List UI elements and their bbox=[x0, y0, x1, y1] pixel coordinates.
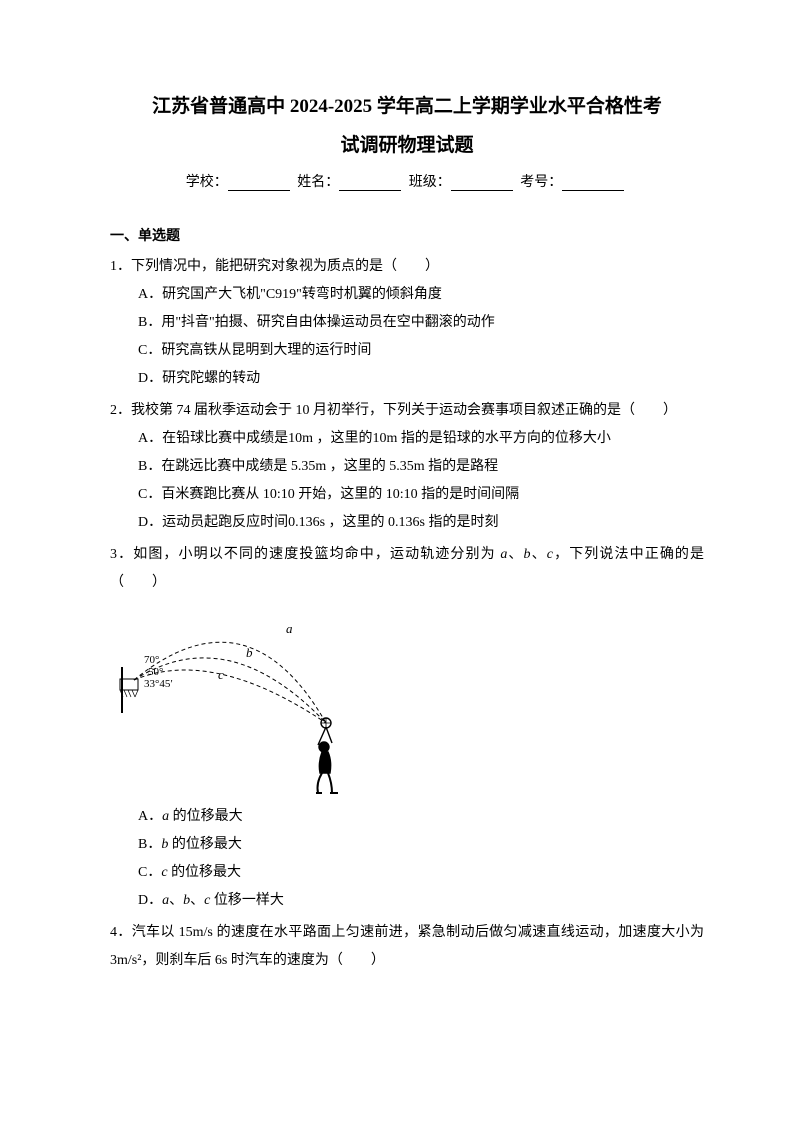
question-1: 1．下列情况中，能把研究对象视为质点的是（ ） A．研究国产大飞机"C919"转… bbox=[110, 253, 704, 393]
name-blank[interactable] bbox=[339, 176, 401, 191]
student-info-line: 学校： 姓名： 班级： 考号： bbox=[110, 171, 704, 191]
player-figure bbox=[316, 718, 338, 793]
q3-stem: 3．如图，小明以不同的速度投篮均命中，运动轨迹分别为 a、b、c，下列说法中正确… bbox=[110, 541, 704, 597]
q1-stem: 1．下列情况中，能把研究对象视为质点的是（ ） bbox=[110, 253, 704, 281]
q3-figure: a b c 70° 50° 33°45′ bbox=[118, 605, 704, 795]
examno-blank[interactable] bbox=[562, 176, 624, 191]
q1-option-d: D．研究陀螺的转动 bbox=[138, 365, 704, 393]
q4-stem: 4．汽车以 15m/s 的速度在水平路面上匀速前进，紧急制动后做匀减速直线运动，… bbox=[110, 919, 704, 975]
name-label: 姓名： bbox=[297, 175, 339, 190]
arc-label-a: a bbox=[286, 621, 293, 636]
title-line-2: 试调研物理试题 bbox=[110, 130, 704, 157]
class-label: 班级： bbox=[409, 175, 451, 190]
angle-33: 33°45′ bbox=[144, 678, 173, 690]
q2-option-a: A．在铅球比赛中成绩是10m ，这里的10m 指的是铅球的水平方向的位移大小 bbox=[138, 425, 704, 453]
section-1-title: 一、单选题 bbox=[110, 225, 704, 245]
school-label: 学校： bbox=[186, 175, 228, 190]
title-line-1: 江苏省普通高中 2024-2025 学年高二上学期学业水平合格性考 bbox=[110, 90, 704, 124]
q1-option-c: C．研究高铁从昆明到大理的运行时间 bbox=[138, 337, 704, 365]
q1-option-a: A．研究国产大飞机"C919"转弯时机翼的倾斜角度 bbox=[138, 281, 704, 309]
question-3: 3．如图，小明以不同的速度投篮均命中，运动轨迹分别为 a、b、c，下列说法中正确… bbox=[110, 541, 704, 915]
angle-70: 70° bbox=[144, 654, 159, 666]
examno-label: 考号： bbox=[520, 175, 562, 190]
arc-label-c: c bbox=[218, 667, 224, 682]
q2-stem: 2．我校第 74 届秋季运动会于 10 月初举行，下列关于运动会赛事项目叙述正确… bbox=[110, 397, 704, 425]
question-4: 4．汽车以 15m/s 的速度在水平路面上匀速前进，紧急制动后做匀减速直线运动，… bbox=[110, 919, 704, 975]
q2-option-b: B．在跳远比赛中成绩是 5.35m ，这里的 5.35m 指的是路程 bbox=[138, 453, 704, 481]
q3-option-d: D．a、b、c 位移一样大 bbox=[138, 887, 704, 915]
class-blank[interactable] bbox=[451, 176, 513, 191]
q3-option-c: C．c 的位移最大 bbox=[138, 859, 704, 887]
q3-option-a: A．a 的位移最大 bbox=[138, 803, 704, 831]
q2-option-d: D．运动员起跑反应时间0.136s ，这里的 0.136s 指的是时刻 bbox=[138, 509, 704, 537]
q1-option-b: B．用"抖音"拍摄、研究自由体操运动员在空中翻滚的动作 bbox=[138, 309, 704, 337]
angle-50: 50° bbox=[148, 666, 163, 678]
school-blank[interactable] bbox=[228, 176, 290, 191]
question-2: 2．我校第 74 届秋季运动会于 10 月初举行，下列关于运动会赛事项目叙述正确… bbox=[110, 397, 704, 537]
q2-option-c: C．百米赛跑比赛从 10:10 开始，这里的 10:10 指的是时间间隔 bbox=[138, 481, 704, 509]
q3-option-b: B．b 的位移最大 bbox=[138, 831, 704, 859]
arc-label-b: b bbox=[246, 645, 253, 660]
